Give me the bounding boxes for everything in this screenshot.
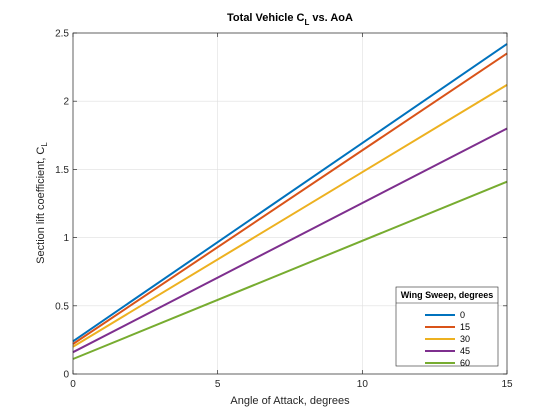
x-tick-label: 15 (501, 379, 513, 390)
y-axis-label-main: Section lift coefficient, C (35, 147, 47, 264)
legend-label-60: 60 (460, 358, 470, 368)
legend-label-30: 30 (460, 334, 470, 344)
chart-title-tail: vs. AoA (309, 12, 353, 24)
tick-labels: 0 5 10 15 0 0.5 1 1.5 2 2.5 (55, 29, 513, 391)
axes-box (72, 32, 508, 375)
series-lines (72, 43, 508, 360)
y-tick-label: 1 (63, 233, 69, 244)
legend-title: Wing Sweep, degrees (401, 290, 493, 300)
y-tick-label: 2.5 (55, 29, 69, 40)
y-tick-label: 2 (63, 97, 69, 108)
legend-label-15: 15 (460, 322, 470, 332)
series-line-45 (72, 127, 508, 354)
series-line-0 (72, 43, 508, 343)
chart-title-main: Total Vehicle C (227, 12, 304, 24)
y-tick-label: 1.5 (55, 165, 69, 176)
x-tick-label: 0 (70, 379, 76, 390)
legend-label-45: 45 (460, 346, 470, 356)
legend-entries: 0 15 30 45 60 (425, 310, 470, 368)
y-axis-label: Section lift coefficient, CL (35, 142, 49, 264)
y-tick-label: 0 (63, 370, 69, 381)
series-line-30 (72, 83, 508, 348)
x-tick-label: 5 (215, 379, 221, 390)
series-line-15 (72, 52, 508, 345)
chart-title-subscript: L (304, 18, 309, 27)
y-tick-label: 0.5 (55, 301, 69, 312)
legend-label-0: 0 (460, 310, 465, 320)
series-line-60 (72, 180, 508, 360)
y-axis-label-subscript: L (40, 142, 49, 147)
x-axis-label: Angle of Attack, degrees (230, 395, 350, 407)
legend: Wing Sweep, degrees 0 15 30 45 60 (395, 286, 499, 368)
axes (72, 32, 508, 375)
x-tick-label: 10 (357, 379, 369, 390)
chart-title: Total Vehicle CL vs. AoA (227, 12, 353, 27)
